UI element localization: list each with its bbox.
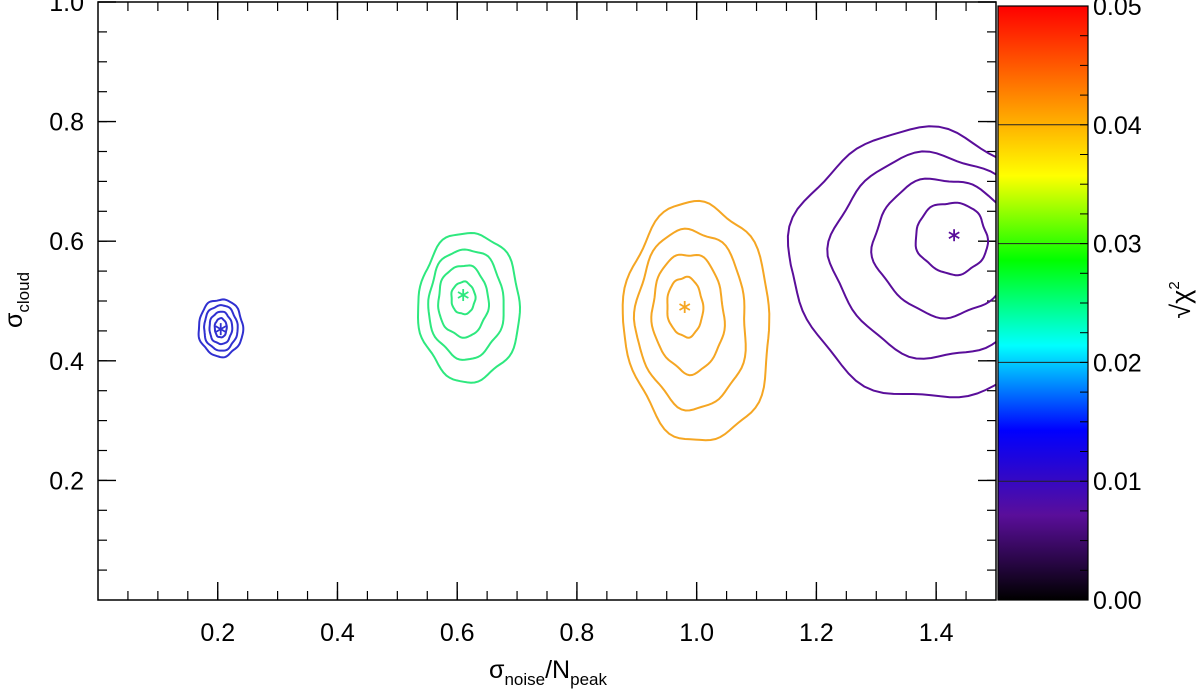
y-tick-label: 0.8 (49, 109, 84, 137)
best-fit-markers (215, 229, 960, 336)
colorbar-tick-label: 0.02 (1093, 349, 1142, 377)
contour-line (826, 150, 996, 360)
x-axis-title-slash: / (545, 656, 552, 684)
contour-line (416, 231, 522, 384)
minor-ticks (98, 2, 996, 600)
y-axis-title-sub: cloud (14, 272, 33, 313)
colorbar-tick-labels: 0.00 0.01 0.02 0.03 0.04 0.05 (1093, 0, 1142, 615)
colorbar-frame (997, 5, 1089, 601)
colorbar-tick-label: 0.03 (1093, 231, 1142, 259)
contour-line (197, 298, 245, 359)
contour-line (208, 310, 234, 346)
colorbar (998, 6, 1088, 600)
y-tick-label: 1.0 (49, 0, 84, 17)
contour-line (914, 201, 990, 277)
y-tick-labels: 0.2 0.4 0.6 0.8 1.0 (49, 0, 84, 495)
major-ticks (98, 1, 996, 600)
x-axis-title-sigma: σ (489, 656, 505, 684)
contour-line (666, 275, 705, 339)
x-axis-title-n: N (552, 656, 570, 684)
x-axis-title-sub1: noise (504, 670, 545, 689)
best-fit-marker (457, 289, 469, 302)
marker-stroke (948, 231, 960, 239)
marker-stroke (679, 303, 691, 311)
x-axis-title-sub2: peak (570, 670, 607, 689)
best-fit-marker (948, 229, 960, 242)
marker-stroke (457, 291, 469, 299)
x-tick-label: 1.2 (799, 619, 834, 647)
contour-line (437, 264, 490, 339)
y-axis-title-sigma: σ (0, 312, 28, 328)
contour-line (621, 199, 771, 442)
best-fit-marker (215, 323, 227, 336)
contour-line (786, 125, 996, 399)
x-tick-label: 0.4 (320, 619, 355, 647)
contour-line (213, 316, 228, 339)
y-tick-label: 0.6 (49, 228, 84, 256)
contour-line (632, 227, 747, 412)
colorbar-tick-label: 0.04 (1093, 112, 1142, 140)
colorbar-title-sup: 2 (1166, 281, 1183, 289)
x-tick-labels: 0.2 0.4 0.6 0.8 1.0 1.2 1.4 (200, 619, 953, 647)
x-axis-title: σnoise/Npeak (489, 656, 607, 689)
best-fit-marker (679, 300, 691, 313)
contour-line (650, 253, 726, 377)
x-tick-label: 1.4 (919, 619, 954, 647)
colorbar-tick-label: 0.00 (1093, 587, 1142, 615)
marker-stroke (215, 325, 227, 333)
colorbar-title: √χ2 (1166, 281, 1196, 318)
y-axis-title: σcloud (0, 272, 33, 328)
x-tick-label: 0.6 (440, 619, 475, 647)
x-tick-label: 1.0 (679, 619, 714, 647)
colorbar-tick-label: 0.01 (1093, 468, 1142, 496)
contour-line (450, 280, 477, 316)
colorbar-title-chi: χ (1166, 290, 1196, 304)
contour-line (203, 304, 239, 352)
contour-plot (197, 125, 996, 442)
y-tick-label: 0.4 (49, 348, 84, 376)
plot-frame (97, 1, 997, 601)
x-tick-label: 0.8 (560, 619, 595, 647)
x-tick-label: 0.2 (200, 619, 235, 647)
contour-line (427, 248, 505, 361)
colorbar-tick-label: 0.05 (1093, 0, 1142, 21)
contour-line (870, 177, 996, 320)
colorbar-tick-lines (998, 35, 1088, 571)
y-tick-label: 0.2 (49, 467, 84, 495)
colorbar-title-root: √ (1166, 304, 1196, 319)
